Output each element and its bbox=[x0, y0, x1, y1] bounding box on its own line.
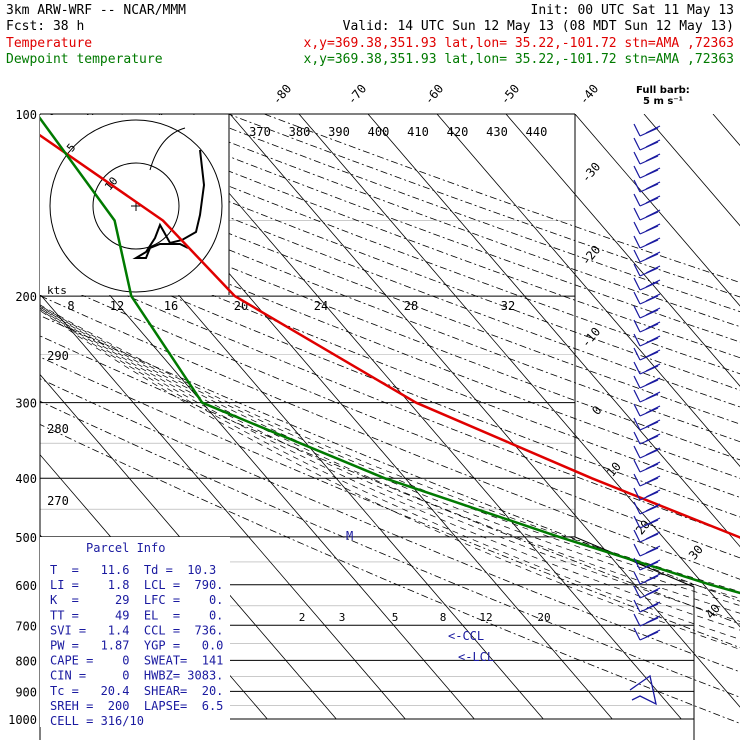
ccl-marker: <-CCL bbox=[448, 629, 484, 643]
parcel-info-row: TT = 49 EL = 0. bbox=[50, 608, 223, 622]
speed-label: 32 bbox=[501, 299, 515, 313]
dewpoint-profile bbox=[40, 116, 740, 595]
mixing-ratio-label: 5 bbox=[392, 611, 399, 624]
parcel-info-row: CAPE = 0 SWEAT= 141 bbox=[50, 654, 223, 668]
parcel-info-row: CIN = 0 HWBZ= 3083. bbox=[50, 669, 223, 683]
right-temp-label: 0 bbox=[589, 403, 604, 418]
parcel-info-row: LI = 1.8 LCL = 790. bbox=[50, 578, 223, 592]
speed-label: 8 bbox=[67, 299, 74, 313]
theta-label: 420 bbox=[447, 125, 469, 139]
hodograph-ring-outer bbox=[49, 119, 223, 293]
m-marker: M bbox=[346, 529, 353, 543]
init-time: Init: 00 UTC Sat 11 May 13 bbox=[531, 3, 735, 18]
speed-label: 16 bbox=[164, 299, 178, 313]
pressure-label-500: 500 bbox=[15, 531, 37, 545]
top-temp-label: -50 bbox=[498, 82, 523, 108]
pressure-label-1000: 1000 bbox=[8, 713, 37, 727]
speed-label: 12 bbox=[110, 299, 124, 313]
theta-label: 410 bbox=[407, 125, 429, 139]
mixing-ratio-label: 20 bbox=[537, 611, 550, 624]
parcel-info-row: T = 11.6 Td = 10.3 bbox=[50, 563, 216, 577]
pressure-label-200: 200 bbox=[15, 290, 37, 304]
theta-label: 440 bbox=[526, 125, 548, 139]
speed-label: 24 bbox=[314, 299, 328, 313]
dry-adiabat-label: 280 bbox=[47, 422, 69, 436]
top-temp-label: -40 bbox=[577, 82, 602, 108]
parcel-info-row: SREH = 200 LAPSE= 6.5 bbox=[50, 699, 223, 713]
theta-label: 390 bbox=[328, 125, 350, 139]
mixing-ratio-label: 8 bbox=[440, 611, 447, 624]
lcl-marker: <-LCL bbox=[458, 650, 494, 664]
parcel-info-row: SVI = 1.4 CCL = 736. bbox=[50, 623, 223, 637]
parcel-info-title: Parcel Info bbox=[86, 541, 165, 555]
parcel-info-row: Tc = 20.4 SHEAR= 20. bbox=[50, 684, 223, 698]
parcel-info-row: K = 29 LFC = 0. bbox=[50, 593, 223, 607]
dewpoint-legend-label: Dewpoint temperature bbox=[6, 52, 163, 67]
dry-adiabat-label: 270 bbox=[47, 494, 69, 508]
mixing-ratio-label: 2 bbox=[299, 611, 306, 624]
pressure-label-400: 400 bbox=[15, 472, 37, 486]
pressure-label-600: 600 bbox=[15, 579, 37, 593]
barb-legend-line2: 5 m s⁻¹ bbox=[643, 96, 683, 107]
theta-label: 430 bbox=[486, 125, 508, 139]
parcel-info-row: CELL = 316/10 bbox=[50, 714, 144, 728]
pressure-label-800: 800 bbox=[15, 654, 37, 668]
theta-label: 380 bbox=[289, 125, 311, 139]
temperature-profile bbox=[40, 133, 740, 539]
top-temp-label: -60 bbox=[422, 82, 447, 108]
hodograph-ring-inner bbox=[92, 162, 180, 250]
right-temp-label: 30 bbox=[686, 542, 706, 562]
parcel-info-panel: Parcel Info T = 11.6 Td = 10.3LI = 1.8 L… bbox=[40, 537, 230, 728]
right-temp-label: -20 bbox=[579, 243, 604, 269]
temperature-legend-label: Temperature bbox=[6, 36, 92, 51]
hodograph-trace bbox=[132, 149, 206, 259]
hodo-kts-label: kts bbox=[47, 284, 67, 297]
temperature-legend-info: x,y=369.38,351.93 lat,lon= 35.22,-101.72… bbox=[304, 36, 734, 51]
dry-adiabat-label: 290 bbox=[47, 349, 69, 363]
valid-time: Valid: 14 UTC Sun 12 May 13 (08 MDT Sun … bbox=[343, 19, 734, 34]
mixing-ratio-label: 3 bbox=[339, 611, 346, 624]
theta-label: 370 bbox=[249, 125, 271, 139]
right-temp-label: 40 bbox=[703, 601, 723, 621]
right-temp-label: -30 bbox=[579, 160, 604, 186]
pressure-label-100: 100 bbox=[15, 108, 37, 122]
dewpoint-legend-info: x,y=369.38,351.93 lat,lon= 35.22,-101.72… bbox=[304, 52, 734, 67]
model-title: 3km ARW-WRF -- NCAR/MMM bbox=[6, 3, 186, 18]
top-temp-label: -70 bbox=[345, 82, 370, 108]
right-temp-label: 10 bbox=[604, 459, 624, 479]
barb-legend-line1: Full barb: bbox=[636, 85, 690, 96]
speed-label: 28 bbox=[404, 299, 418, 313]
forecast-hour: Fcst: 38 h bbox=[6, 19, 84, 34]
pressure-label-300: 300 bbox=[15, 397, 37, 411]
mixing-ratio-label: 12 bbox=[479, 611, 492, 624]
theta-label: 400 bbox=[368, 125, 390, 139]
top-temp-label: -80 bbox=[270, 82, 295, 108]
right-temp-label: -10 bbox=[579, 325, 604, 351]
parcel-info-row: PW = 1.87 YGP = 0.0 bbox=[50, 639, 223, 653]
surface-wind-barb bbox=[629, 674, 657, 706]
pressure-label-700: 700 bbox=[15, 619, 37, 633]
pressure-label-900: 900 bbox=[15, 685, 37, 699]
